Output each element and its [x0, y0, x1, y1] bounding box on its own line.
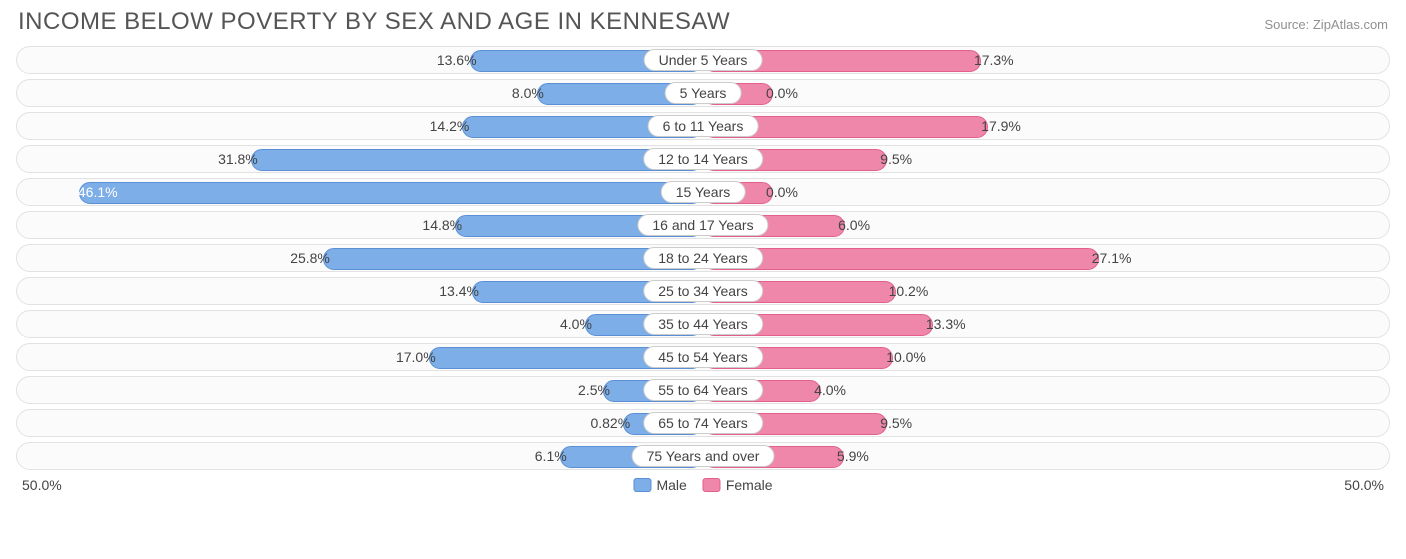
- chart-row: 25 to 34 Years 13.4% 10.2%: [16, 277, 1390, 305]
- age-label: 6 to 11 Years: [648, 115, 759, 137]
- female-value: 4.0%: [814, 382, 846, 398]
- legend-female-swatch: [703, 478, 721, 492]
- axis-right-label: 50.0%: [1344, 477, 1384, 493]
- chart-row: 6 to 11 Years 14.2% 17.9%: [16, 112, 1390, 140]
- chart-source: Source: ZipAtlas.com: [1264, 17, 1388, 32]
- legend-male: Male: [633, 477, 686, 493]
- legend-female: Female: [703, 477, 773, 493]
- male-value: 14.8%: [422, 217, 462, 233]
- chart-row: 15 Years 46.1% 0.0%: [16, 178, 1390, 206]
- axis-left-label: 50.0%: [22, 477, 62, 493]
- male-value: 14.2%: [430, 118, 470, 134]
- female-value: 17.9%: [981, 118, 1021, 134]
- chart-row: 65 to 74 Years 0.82% 9.5%: [16, 409, 1390, 437]
- age-label: 5 Years: [665, 82, 742, 104]
- chart-row: 5 Years 8.0% 0.0%: [16, 79, 1390, 107]
- legend-female-label: Female: [726, 477, 773, 493]
- chart-row: 16 and 17 Years 14.8% 6.0%: [16, 211, 1390, 239]
- chart-row: 12 to 14 Years 31.8% 9.5%: [16, 145, 1390, 173]
- female-value: 9.5%: [880, 151, 912, 167]
- male-value: 46.1%: [78, 184, 118, 200]
- female-value: 27.1%: [1092, 250, 1132, 266]
- age-label: 18 to 24 Years: [643, 247, 763, 269]
- chart-header: INCOME BELOW POVERTY BY SEX AND AGE IN K…: [0, 0, 1406, 42]
- age-label: 35 to 44 Years: [643, 313, 763, 335]
- age-label: 16 and 17 Years: [637, 214, 768, 236]
- chart-row: 45 to 54 Years 17.0% 10.0%: [16, 343, 1390, 371]
- male-value: 0.82%: [590, 415, 630, 431]
- chart-row: 35 to 44 Years 4.0% 13.3%: [16, 310, 1390, 338]
- female-value: 10.2%: [889, 283, 929, 299]
- female-value: 13.3%: [926, 316, 966, 332]
- male-bar: [251, 149, 703, 171]
- age-label: 25 to 34 Years: [643, 280, 763, 302]
- female-value: 17.3%: [974, 52, 1014, 68]
- legend: Male Female: [633, 477, 772, 493]
- legend-male-swatch: [633, 478, 651, 492]
- male-value: 31.8%: [218, 151, 258, 167]
- chart-footer: 50.0% Male Female 50.0%: [0, 475, 1406, 493]
- male-value: 4.0%: [560, 316, 592, 332]
- female-value: 0.0%: [766, 184, 798, 200]
- chart-row: 75 Years and over 6.1% 5.9%: [16, 442, 1390, 470]
- female-value: 5.9%: [837, 448, 869, 464]
- age-label: 75 Years and over: [632, 445, 775, 467]
- chart-area: Under 5 Years 13.6% 17.3% 5 Years 8.0% 0.0% 6 …: [0, 42, 1406, 470]
- age-label: 45 to 54 Years: [643, 346, 763, 368]
- age-label: 55 to 64 Years: [643, 379, 763, 401]
- male-value: 17.0%: [396, 349, 436, 365]
- legend-male-label: Male: [656, 477, 686, 493]
- male-value: 13.6%: [437, 52, 477, 68]
- chart-row: Under 5 Years 13.6% 17.3%: [16, 46, 1390, 74]
- chart-row: 55 to 64 Years 2.5% 4.0%: [16, 376, 1390, 404]
- male-bar: [79, 182, 703, 204]
- age-label: 15 Years: [661, 181, 746, 203]
- age-label: 12 to 14 Years: [643, 148, 763, 170]
- chart-row: 18 to 24 Years 25.8% 27.1%: [16, 244, 1390, 272]
- male-value: 2.5%: [578, 382, 610, 398]
- female-value: 10.0%: [886, 349, 926, 365]
- male-value: 6.1%: [535, 448, 567, 464]
- female-value: 9.5%: [880, 415, 912, 431]
- male-value: 13.4%: [439, 283, 479, 299]
- female-value: 0.0%: [766, 85, 798, 101]
- male-value: 25.8%: [290, 250, 330, 266]
- female-value: 6.0%: [838, 217, 870, 233]
- male-value: 8.0%: [512, 85, 544, 101]
- age-label: Under 5 Years: [644, 49, 763, 71]
- age-label: 65 to 74 Years: [643, 412, 763, 434]
- chart-title: INCOME BELOW POVERTY BY SEX AND AGE IN K…: [18, 8, 730, 36]
